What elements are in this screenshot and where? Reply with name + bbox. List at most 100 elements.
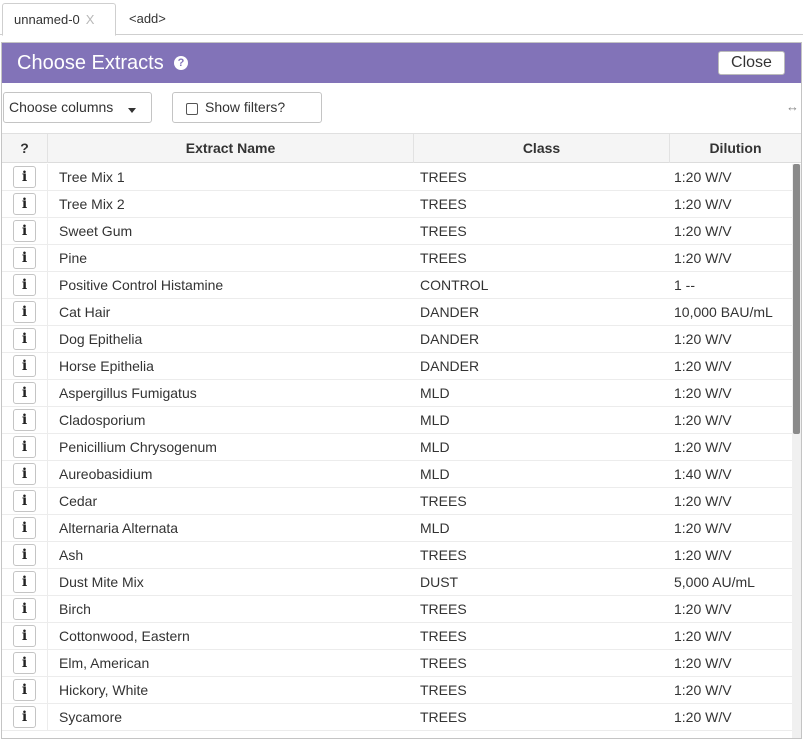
extract-name-cell: Dog Epithelia — [59, 331, 143, 347]
info-icon: i — [21, 277, 28, 293]
extract-name-cell: Hickory, White — [59, 682, 149, 698]
class-cell: TREES — [420, 250, 467, 266]
info-button[interactable]: i — [13, 625, 36, 647]
dilution-cell: 1:20 W/V — [674, 385, 732, 401]
table-row[interactable]: i Penicillium Chrysogenum MLD 1:20 W/V — [2, 434, 792, 461]
class-cell: MLD — [420, 412, 450, 428]
extract-name-cell: Aureobasidium — [59, 466, 153, 482]
info-cell: i — [2, 164, 48, 190]
info-button[interactable]: i — [13, 544, 36, 566]
extract-name-cell: Tree Mix 1 — [59, 169, 125, 185]
info-cell: i — [2, 704, 48, 730]
info-button[interactable]: i — [13, 463, 36, 485]
dilution-cell: 1:20 W/V — [674, 331, 732, 347]
info-button[interactable]: i — [13, 409, 36, 431]
info-button[interactable]: i — [13, 436, 36, 458]
dilution-cell: 1:20 W/V — [674, 439, 732, 455]
info-cell: i — [2, 407, 48, 433]
extracts-grid: ? Extract Name Class Dilution i Tree Mix … — [2, 133, 801, 738]
choose-columns-dropdown[interactable]: Choose columns — [3, 92, 152, 123]
info-button[interactable]: i — [13, 706, 36, 728]
info-button[interactable]: i — [13, 247, 36, 269]
table-row[interactable]: i Cat Hair DANDER 10,000 BAU/mL — [2, 299, 792, 326]
column-header-class[interactable]: Class — [414, 134, 670, 163]
dilution-cell: 5,000 AU/mL — [674, 574, 755, 590]
table-row[interactable]: i Aureobasidium MLD 1:40 W/V — [2, 461, 792, 488]
info-button[interactable]: i — [13, 490, 36, 512]
grid-header: ? Extract Name Class Dilution — [2, 134, 801, 163]
info-cell: i — [2, 488, 48, 514]
table-row[interactable]: i Tree Mix 2 TREES 1:20 W/V — [2, 191, 792, 218]
class-cell: MLD — [420, 466, 450, 482]
info-button[interactable]: i — [13, 382, 36, 404]
class-cell: MLD — [420, 385, 450, 401]
question-circle-icon[interactable]: ? — [174, 56, 188, 70]
vertical-scrollbar[interactable] — [792, 164, 801, 738]
info-cell: i — [2, 569, 48, 595]
info-cell: i — [2, 353, 48, 379]
show-filters-checkbox[interactable] — [186, 103, 198, 115]
class-cell: TREES — [420, 493, 467, 509]
info-button[interactable]: i — [13, 517, 36, 539]
dilution-cell: 1:20 W/V — [674, 601, 732, 617]
dilution-cell: 10,000 BAU/mL — [674, 304, 773, 320]
class-cell: TREES — [420, 547, 467, 563]
table-row[interactable]: i Cedar TREES 1:20 W/V — [2, 488, 792, 515]
table-row[interactable]: i Elm, American TREES 1:20 W/V — [2, 650, 792, 677]
dilution-cell: 1:20 W/V — [674, 628, 732, 644]
close-button[interactable]: Close — [718, 51, 785, 75]
info-button[interactable]: i — [13, 301, 36, 323]
tab-add[interactable]: <add> — [129, 11, 166, 26]
table-row[interactable]: i Sycamore TREES 1:20 W/V — [2, 704, 792, 731]
info-button[interactable]: i — [13, 166, 36, 188]
table-row[interactable]: i Birch TREES 1:20 W/V — [2, 596, 792, 623]
extract-name-cell: Sycamore — [59, 709, 123, 725]
table-row[interactable]: i Cladosporium MLD 1:20 W/V — [2, 407, 792, 434]
tab-unnamed-0[interactable]: unnamed-0 X — [2, 3, 116, 36]
info-button[interactable]: i — [13, 598, 36, 620]
dilution-cell: 1:20 W/V — [674, 223, 732, 239]
table-row[interactable]: i Tree Mix 1 TREES 1:20 W/V — [2, 164, 792, 191]
table-row[interactable]: i Pine TREES 1:20 W/V — [2, 245, 792, 272]
class-cell: DANDER — [420, 331, 480, 347]
info-icon: i — [21, 628, 28, 644]
scrollbar-thumb[interactable] — [793, 164, 800, 434]
show-filters-toggle[interactable]: Show filters? — [172, 92, 322, 123]
info-icon: i — [21, 250, 28, 266]
dilution-cell: 1 -- — [674, 277, 695, 293]
table-row[interactable]: i Dog Epithelia DANDER 1:20 W/V — [2, 326, 792, 353]
info-button[interactable]: i — [13, 679, 36, 701]
column-header-extract-name[interactable]: Extract Name — [48, 134, 414, 163]
info-button[interactable]: i — [13, 652, 36, 674]
table-row[interactable]: i Aspergillus Fumigatus MLD 1:20 W/V — [2, 380, 792, 407]
info-icon: i — [21, 655, 28, 671]
table-row[interactable]: i Dust Mite Mix DUST 5,000 AU/mL — [2, 569, 792, 596]
tab-close-icon[interactable]: X — [85, 12, 95, 27]
table-row[interactable]: i Alternaria Alternata MLD 1:20 W/V — [2, 515, 792, 542]
grid-rows: i Tree Mix 1 TREES 1:20 W/V i Tree Mix 2 TREES… — [2, 164, 792, 738]
dilution-cell: 1:20 W/V — [674, 520, 732, 536]
column-header-dilution[interactable]: Dilution — [709, 140, 762, 156]
info-icon: i — [21, 385, 28, 401]
table-row[interactable]: i Ash TREES 1:20 W/V — [2, 542, 792, 569]
table-row[interactable]: i Sweet Gum TREES 1:20 W/V — [2, 218, 792, 245]
info-cell: i — [2, 542, 48, 568]
info-cell: i — [2, 245, 48, 271]
info-button[interactable]: i — [13, 355, 36, 377]
info-button[interactable]: i — [13, 193, 36, 215]
info-button[interactable]: i — [13, 328, 36, 350]
table-row[interactable]: i Positive Control Histamine CONTROL 1 -- — [2, 272, 792, 299]
info-icon: i — [21, 439, 28, 455]
table-row[interactable]: i Horse Epithelia DANDER 1:20 W/V — [2, 353, 792, 380]
info-button[interactable]: i — [13, 274, 36, 296]
resize-horizontal-icon[interactable]: ↔ — [786, 99, 799, 114]
table-row[interactable]: i Cottonwood, Eastern TREES 1:20 W/V — [2, 623, 792, 650]
class-cell: TREES — [420, 169, 467, 185]
table-row[interactable]: i Hickory, White TREES 1:20 W/V — [2, 677, 792, 704]
info-button[interactable]: i — [13, 220, 36, 242]
choose-columns-label: Choose columns — [9, 99, 114, 115]
info-icon: i — [21, 304, 28, 320]
info-button[interactable]: i — [13, 571, 36, 593]
info-cell: i — [2, 461, 48, 487]
column-header-info[interactable]: ? — [2, 134, 48, 163]
